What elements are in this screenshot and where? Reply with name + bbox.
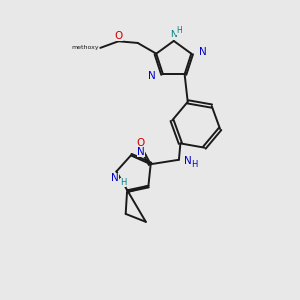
Text: N: N: [111, 173, 119, 183]
Text: methoxy: methoxy: [71, 45, 99, 50]
Text: O: O: [114, 31, 123, 41]
Text: N: N: [184, 156, 192, 166]
Text: O: O: [137, 138, 145, 148]
Text: H: H: [176, 26, 182, 35]
Text: N: N: [199, 47, 206, 57]
Text: H: H: [191, 160, 198, 169]
Text: H: H: [120, 178, 126, 187]
Text: N: N: [137, 147, 145, 158]
Text: N: N: [170, 30, 177, 39]
Text: N: N: [148, 71, 155, 81]
